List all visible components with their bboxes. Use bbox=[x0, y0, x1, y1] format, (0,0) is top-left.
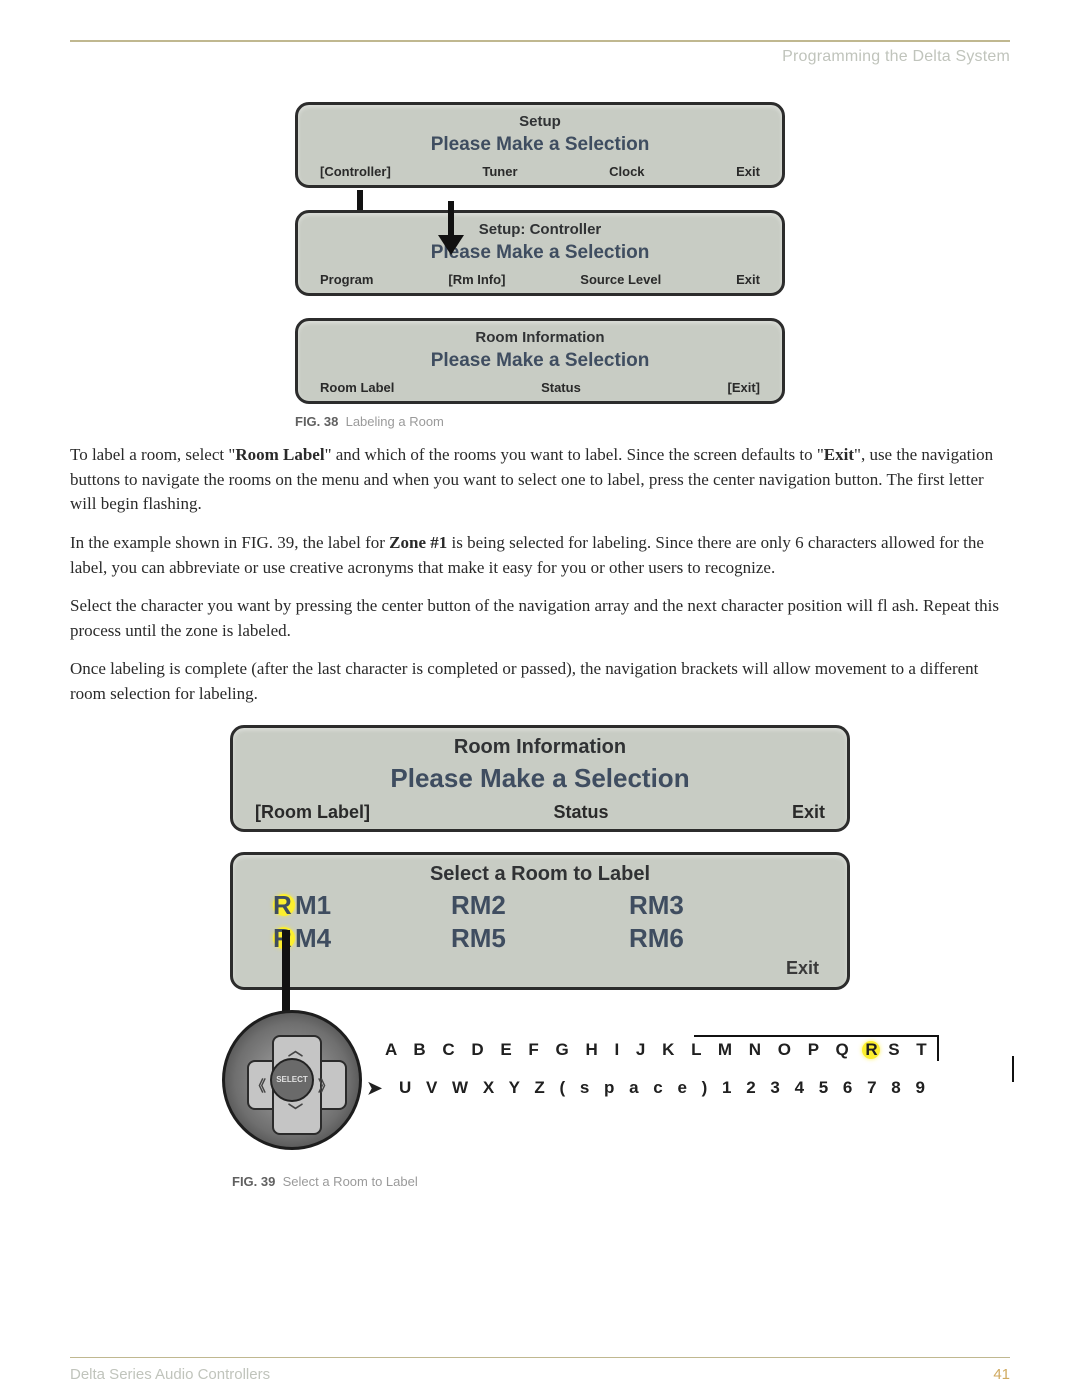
body-paragraph: Select the character you want by pressin… bbox=[70, 594, 1010, 643]
arrow-right-icon: ➤ bbox=[367, 1078, 382, 1099]
arrow-stem bbox=[357, 190, 363, 212]
highlighted-char: R bbox=[273, 894, 295, 916]
menu-option[interactable]: Source Level bbox=[580, 272, 661, 287]
panel-title: Setup: Controller bbox=[298, 221, 782, 238]
text-run-bold: Room Label bbox=[235, 445, 324, 464]
text-run: M1 bbox=[295, 890, 331, 920]
figure-caption-text: Select a Room to Label bbox=[283, 1174, 418, 1189]
page-number: 41 bbox=[993, 1366, 1010, 1383]
room-cell[interactable]: RM1 bbox=[273, 890, 451, 921]
footer-title: Delta Series Audio Controllers bbox=[70, 1366, 270, 1383]
room-cell[interactable]: RM4 bbox=[273, 923, 451, 954]
room-cell[interactable]: RM6 bbox=[629, 923, 807, 954]
text-run-bold: Zone #1 bbox=[389, 533, 447, 552]
body-paragraph: In the example shown in FIG. 39, the lab… bbox=[70, 531, 1010, 580]
loop-bracket bbox=[1012, 1056, 1014, 1082]
panel-heading: Please Make a Selection bbox=[298, 350, 782, 372]
panel-title: Room Information bbox=[233, 736, 847, 759]
loop-bracket bbox=[694, 1035, 939, 1061]
top-divider bbox=[70, 40, 1010, 42]
figure-caption: FIG. 39 Select a Room to Label bbox=[232, 1174, 850, 1189]
room-cell[interactable]: RM2 bbox=[451, 890, 629, 921]
panel-title: Setup bbox=[298, 113, 782, 130]
fig39-group: Room Information Please Make a Selection… bbox=[230, 725, 850, 1189]
panel-heading: Please Make a Selection bbox=[298, 242, 782, 264]
text-run: " and which of the rooms you want to lab… bbox=[325, 445, 824, 464]
arrow-stem bbox=[282, 930, 290, 1020]
room-cell[interactable]: RM3 bbox=[629, 890, 807, 921]
panel-title: Room Information bbox=[298, 329, 782, 346]
menu-option[interactable]: Program bbox=[320, 272, 373, 287]
menu-option[interactable]: Exit bbox=[792, 802, 825, 823]
menu-option[interactable]: Clock bbox=[609, 164, 644, 179]
panel-heading: Please Make a Selection bbox=[233, 763, 847, 794]
menu-option[interactable]: Exit bbox=[736, 272, 760, 287]
section-header: Programming the Delta System bbox=[70, 48, 1010, 66]
figure-label: FIG. 39 bbox=[232, 1174, 275, 1189]
alphabet-row: U V W X Y Z ( s p a c e ) 1 2 3 4 5 6 7 … bbox=[399, 1078, 930, 1097]
body-paragraph: Once labeling is complete (after the las… bbox=[70, 657, 1010, 706]
menu-option[interactable]: Tuner bbox=[482, 164, 517, 179]
text-run: To label a room, select " bbox=[70, 445, 235, 464]
arrow-down-icon bbox=[438, 235, 464, 255]
panel-heading: Please Make a Selection bbox=[298, 134, 782, 156]
arrow-stem bbox=[448, 201, 454, 235]
body-paragraph: To label a room, select "Room Label" and… bbox=[70, 443, 1010, 517]
text-run-bold: Exit bbox=[824, 445, 854, 464]
page-footer: Delta Series Audio Controllers 41 bbox=[70, 1357, 1010, 1383]
lcd-panel-setup-controller: Setup: Controller Please Make a Selectio… bbox=[295, 210, 785, 296]
panel-title: Select a Room to Label bbox=[233, 863, 847, 886]
menu-option[interactable]: Room Label bbox=[320, 380, 394, 395]
text-run: M4 bbox=[295, 923, 331, 953]
menu-option[interactable]: [Rm Info] bbox=[448, 272, 505, 287]
menu-option[interactable]: Exit bbox=[786, 958, 819, 979]
lcd-panel-setup: Setup Please Make a Selection [Controlle… bbox=[295, 102, 785, 188]
figure-caption-text: Labeling a Room bbox=[346, 414, 444, 429]
figure-label: FIG. 38 bbox=[295, 414, 338, 429]
menu-option[interactable]: [Room Label] bbox=[255, 802, 370, 823]
menu-option[interactable]: [Exit] bbox=[727, 380, 760, 395]
menu-option[interactable]: Exit bbox=[736, 164, 760, 179]
text-run: In the example shown in FIG. 39, the lab… bbox=[70, 533, 389, 552]
lcd-panel-room-info: Room Information Please Make a Selection… bbox=[295, 318, 785, 404]
room-cell[interactable]: RM5 bbox=[451, 923, 629, 954]
menu-option[interactable]: [Controller] bbox=[320, 164, 391, 179]
lcd-panel-select-room: Select a Room to Label RM1 RM2 RM3 RM4 R… bbox=[230, 852, 850, 990]
menu-option[interactable]: Status bbox=[541, 380, 581, 395]
lcd-panel-room-info-large: Room Information Please Make a Selection… bbox=[230, 725, 850, 832]
menu-option[interactable]: Status bbox=[553, 802, 608, 823]
figure-caption: FIG. 38 Labeling a Room bbox=[295, 414, 785, 429]
